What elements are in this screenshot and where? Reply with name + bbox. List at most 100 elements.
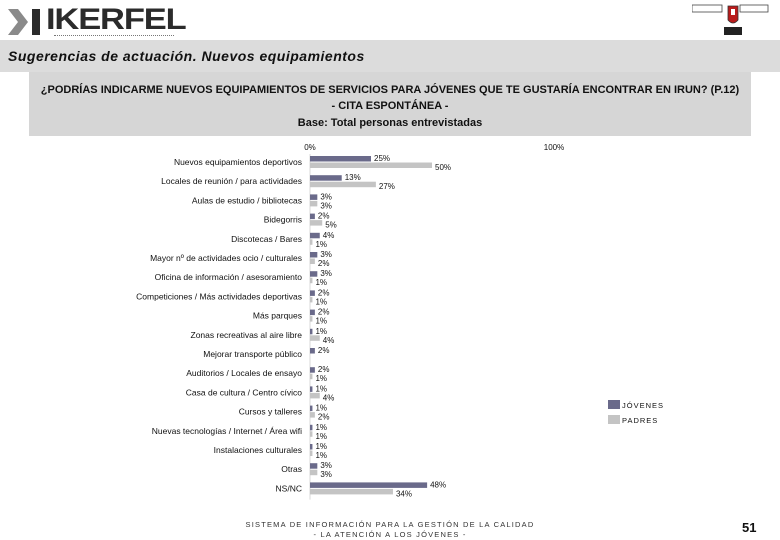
data-label: 50% (435, 163, 451, 172)
bar-jovenes (310, 232, 320, 239)
legend-swatch-padres (608, 415, 620, 424)
bar-padres (310, 412, 315, 418)
category-label: Cursos y talleres (239, 407, 302, 417)
data-label: 27% (379, 182, 395, 191)
question-text: ¿PODRÍAS INDICARME NUEVOS EQUIPAMIENTOS … (40, 84, 740, 96)
bar-chart: 0% 100% Nuevos equipamientos deportivos 25%… (136, 143, 664, 500)
category-label: Bidegorris (264, 215, 302, 225)
footer-line-1: SISTEMA DE INFORMACIÓN PARA LA GESTIÓN D… (245, 520, 535, 529)
data-label: 1% (315, 240, 327, 249)
data-label: 2% (318, 212, 330, 221)
bar-jovenes (310, 386, 313, 392)
data-label: 3% (320, 269, 332, 278)
bar-jovenes (310, 444, 313, 450)
brand-name: IKERFEL (46, 3, 187, 36)
category-label: Mejorar transporte público (203, 349, 302, 359)
category-label: Nuevos equipamientos deportivos (174, 157, 302, 167)
category-label: Locales de reunión / para actividades (161, 176, 302, 186)
question-base: Base: Total personas entrevistadas (297, 117, 483, 129)
data-label: 48% (430, 480, 446, 489)
data-label: 1% (315, 451, 327, 460)
data-label: 2% (318, 259, 330, 268)
data-label: 3% (320, 461, 332, 470)
section-title: Sugerencias de actuación. Nuevos equipam… (8, 48, 365, 64)
bar-padres (310, 162, 432, 168)
bar-padres (310, 469, 318, 476)
data-label: 4% (323, 336, 335, 345)
legend-label: JÓVENES (622, 401, 664, 410)
data-label: 1% (315, 317, 327, 326)
bar-jovenes (310, 424, 313, 431)
category-label: Casa de cultura / Centro cívico (186, 387, 302, 397)
data-label: 2% (318, 308, 330, 317)
data-label: 2% (318, 365, 330, 374)
data-label: 2% (318, 346, 330, 355)
category-label: Nuevas tecnologías / Internet / Área wif… (152, 426, 302, 436)
bar-padres (310, 392, 320, 399)
bar-padres (310, 373, 313, 380)
category-label: Mayor nº de actividades ocio / culturale… (150, 253, 302, 263)
bar-jovenes (310, 482, 428, 488)
bar-jovenes (310, 290, 315, 296)
data-label: 25% (374, 154, 390, 163)
bar-padres (310, 335, 320, 341)
data-label: 13% (345, 173, 361, 182)
x-tick-label: 100% (544, 143, 564, 152)
bar-jovenes (310, 405, 313, 412)
legend-swatch-jovenes (608, 400, 620, 409)
category-label: Zonas recreativas al aire libre (191, 330, 303, 340)
page-number: 51 (742, 520, 757, 535)
data-label: 4% (323, 231, 335, 240)
category-label: Otras (281, 464, 302, 474)
logo-underline (54, 35, 174, 39)
bar-padres (310, 316, 313, 322)
bar-jovenes (310, 463, 318, 469)
bar-jovenes (310, 213, 315, 220)
footer-line-2: - LA ATENCIÓN A LOS JÓVENES - (313, 530, 467, 539)
bar-jovenes (310, 271, 318, 277)
bar-padres (310, 220, 323, 226)
section-title-bar: Sugerencias de actuación. Nuevos equipam… (0, 40, 780, 72)
data-label: 1% (315, 404, 327, 413)
data-label: 3% (320, 470, 332, 479)
category-label: Auditorios / Locales de ensayo (186, 368, 302, 378)
data-label: 1% (315, 442, 327, 451)
data-label: 1% (315, 423, 327, 432)
data-label: 1% (315, 384, 327, 393)
bar-padres (310, 296, 313, 303)
data-label: 3% (320, 192, 332, 201)
data-label: 1% (315, 278, 327, 287)
category-label: Instalaciones culturales (214, 445, 302, 455)
footer-text: SISTEMA DE INFORMACIÓN PARA LA GESTIÓN D… (230, 520, 550, 540)
data-label: 1% (315, 297, 327, 306)
data-label: 3% (320, 201, 332, 210)
question-box: ¿PODRÍAS INDICARME NUEVOS EQUIPAMIENTOS … (29, 72, 751, 136)
bar-padres (310, 488, 393, 495)
x-tick-label: 0% (304, 143, 316, 152)
question-mode: - CITA ESPONTÁNEA - (331, 100, 449, 112)
category-label: Más parques (253, 311, 302, 321)
bar-jovenes (310, 367, 315, 373)
category-label: Oficina de información / asesoramiento (155, 272, 303, 282)
bar-padres (310, 239, 313, 245)
data-label: 4% (323, 393, 335, 402)
bar-padres (310, 277, 313, 284)
data-label: 1% (315, 432, 327, 441)
bar-jovenes (310, 252, 318, 258)
category-label: Discotecas / Bares (231, 234, 302, 244)
bar-jovenes (310, 194, 318, 200)
data-label: 5% (325, 221, 337, 230)
data-label: 34% (396, 489, 412, 498)
bar-jovenes (310, 156, 371, 162)
irun-seal-icon (692, 4, 769, 35)
legend-label: PADRES (622, 416, 658, 425)
bar-jovenes (310, 175, 342, 181)
category-label: Aulas de estudio / bibliotecas (192, 195, 302, 205)
category-label: NS/NC (276, 483, 302, 493)
data-label: 1% (315, 374, 327, 383)
bar-padres (310, 200, 318, 207)
logo-chevron-icon (8, 9, 40, 35)
data-label: 2% (318, 288, 330, 297)
bar-padres (310, 431, 313, 437)
bar-jovenes (310, 309, 315, 316)
